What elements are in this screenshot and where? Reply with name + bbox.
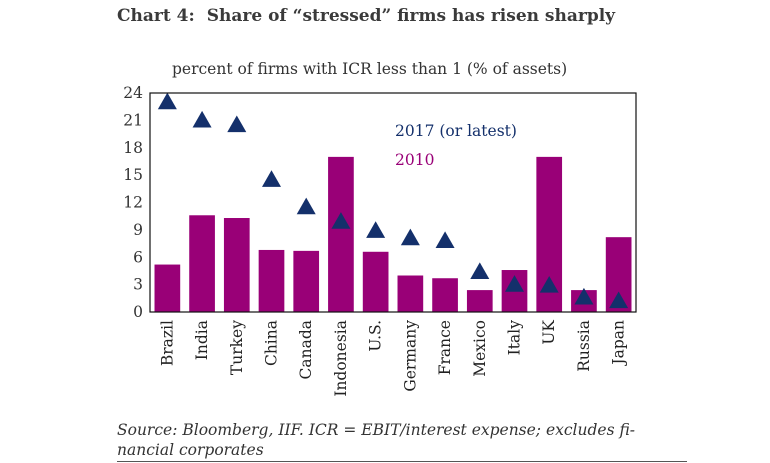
- marker-2017-turkey: [227, 115, 247, 133]
- chart-title-text: Share of “stressed” firms has risen shar…: [206, 6, 616, 26]
- bar-2010-indonesia: [328, 156, 354, 312]
- bars-2010: [154, 156, 632, 312]
- y-tick-label: 6: [133, 248, 143, 266]
- bar-2010-canada: [293, 250, 320, 312]
- marker-2017-japan: [609, 291, 629, 309]
- chart-title: Chart 4: Share of “stressed” firms has ri…: [117, 6, 615, 26]
- marker-2017-france: [435, 231, 455, 248]
- legend-2017: 2017 (or latest): [395, 122, 517, 140]
- x-tick-label: Canada: [297, 320, 315, 380]
- x-tick-label: China: [263, 320, 281, 366]
- y-tick-label: 0: [133, 303, 143, 321]
- x-tick-label: Indonesia: [332, 320, 350, 397]
- legend-2010: 2010: [395, 151, 434, 169]
- plot-frame: [149, 92, 637, 313]
- y-axis-ticks: 24 21 18 15 12 9 6 3 0: [123, 84, 143, 321]
- markers-2017: [157, 92, 629, 309]
- y-tick-label: 21: [123, 111, 143, 129]
- marker-2017-italy: [505, 275, 524, 292]
- x-tick-label: Russia: [575, 320, 593, 372]
- chart-number: Chart 4:: [117, 6, 195, 26]
- y-tick-label: 15: [123, 166, 143, 184]
- x-tick-label: U.S.: [367, 320, 385, 352]
- marker-2017-uk: [539, 276, 559, 293]
- bar-2010-turkey: [223, 218, 250, 312]
- y-tick-label: 3: [133, 276, 143, 294]
- marker-2017-russia: [574, 287, 594, 305]
- marker-2017-us: [366, 221, 386, 238]
- y-tick-label: 12: [123, 194, 143, 212]
- marker-2017-canada: [296, 197, 316, 215]
- x-tick-label: Brazil: [158, 320, 176, 366]
- x-tick-label: Mexico: [471, 320, 489, 377]
- bar-2010-india: [189, 215, 215, 312]
- x-tick-label: Japan: [610, 320, 628, 367]
- bar-2010-brazil: [154, 264, 181, 312]
- marker-2017-germany: [400, 228, 420, 246]
- marker-2017-indonesia: [331, 212, 351, 229]
- marker-2017-china: [262, 170, 281, 187]
- y-tick-label: 9: [133, 221, 143, 239]
- y-tick-label: 18: [123, 139, 143, 157]
- y-axis-label: percent of firms with ICR less than 1 (%…: [172, 60, 568, 78]
- source-note: Source: Bloomberg, IIF. ICR = EBIT/inter…: [117, 421, 636, 459]
- bar-2010-us: [362, 251, 389, 312]
- y-tick-label: 24: [123, 84, 143, 102]
- x-tick-label: India: [193, 320, 211, 360]
- marker-2017-brazil: [157, 92, 177, 110]
- marker-2017-india: [192, 110, 212, 128]
- x-tick-label: Turkey: [228, 320, 246, 375]
- x-tick-label: UK: [540, 320, 558, 345]
- x-tick-label: France: [436, 320, 454, 375]
- bar-chart: 24 21 18 15 12 9 6 3 0 Brazil India Turkey China Can…: [123, 84, 637, 397]
- x-tick-label: Germany: [401, 320, 419, 392]
- bar-2010-mexico: [466, 290, 493, 312]
- marker-2017-mexico: [470, 262, 490, 279]
- bar-2010-germany: [397, 275, 424, 312]
- x-tick-label: Italy: [506, 320, 524, 356]
- bottom-rule: [117, 461, 687, 462]
- bar-2010-france: [432, 278, 458, 312]
- bar-2010-china: [258, 249, 285, 312]
- x-axis-labels: Brazil India Turkey China Canada Indonesia U.S…: [158, 320, 627, 397]
